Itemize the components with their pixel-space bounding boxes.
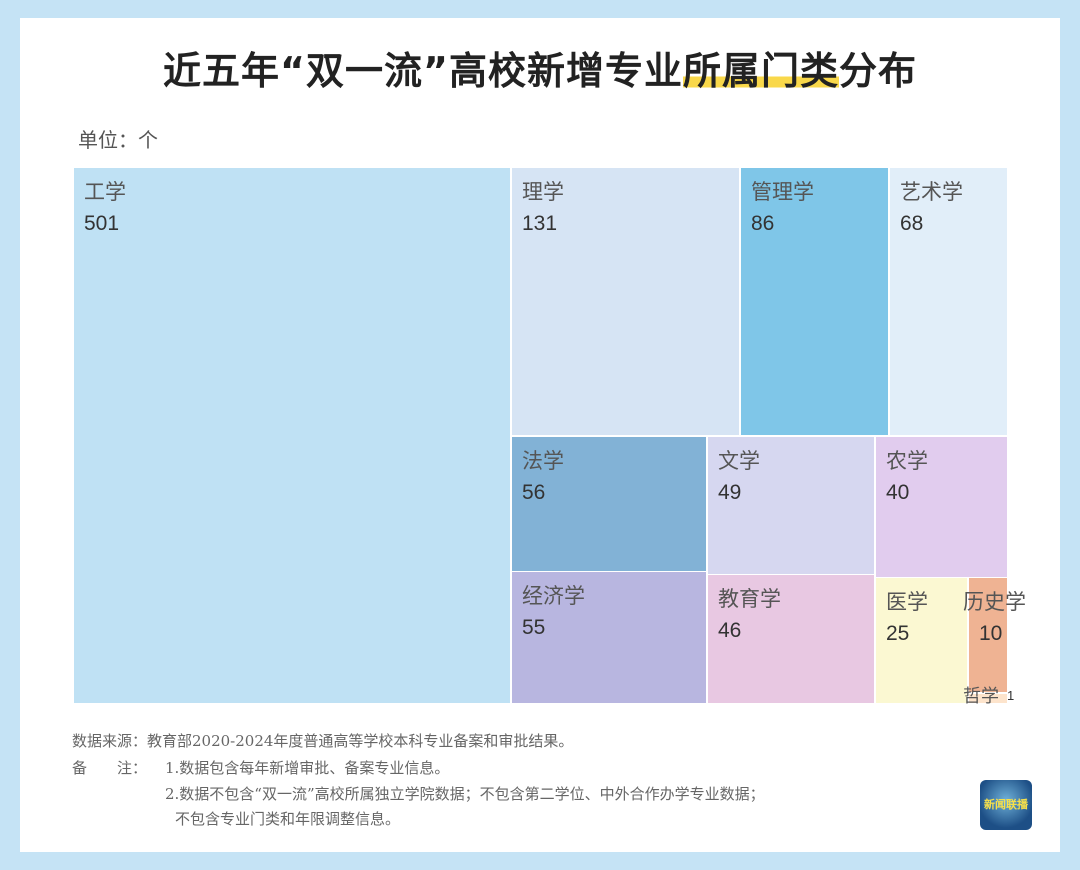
title-text: 近五年“双一流”高校新增专业	[163, 49, 683, 93]
cell-value: 55	[522, 616, 546, 639]
cell-value: 501	[84, 212, 120, 235]
cell-label: 经济学	[522, 584, 585, 608]
note-1: 1.数据包含每年新增审批、备案专业信息。	[165, 759, 450, 777]
xinwen-lianbo-logo: 新闻联播	[980, 780, 1032, 830]
cell-label: 哲学	[963, 686, 999, 707]
cell-value: 49	[718, 481, 742, 504]
unit-label: 单位：个	[78, 128, 158, 152]
treemap-cell-2: 管理学 86	[740, 167, 889, 436]
cell-label: 法学	[522, 449, 564, 473]
cell-value: 131	[522, 212, 558, 235]
cell-label: 艺术学	[900, 180, 963, 204]
treemap-cell-6: 文学 49	[707, 436, 875, 575]
remark-label: 备 注：	[72, 759, 148, 777]
cell-label: 历史学	[963, 590, 1026, 614]
cell-value: 86	[751, 212, 775, 235]
treemap-cell-10: 历史学 10	[963, 577, 1026, 693]
title-text-end: 分布	[838, 49, 917, 93]
cell-value: 40	[886, 481, 910, 504]
treemap-cell-0: 工学 501	[73, 167, 511, 704]
cell-value: 10	[979, 622, 1003, 645]
treemap-cell-3: 艺术学 68	[889, 167, 1008, 436]
treemap-cell-11: 哲学 1	[963, 686, 1014, 707]
treemap-cell-1: 理学 131	[511, 167, 740, 436]
note-3: 不包含专业门类和年限调整信息。	[175, 810, 401, 828]
source-note: 数据来源：教育部2020-2024年度普通高等学校本科专业备案和审批结果。	[72, 732, 574, 750]
cell-value: 25	[886, 622, 910, 645]
cell-label: 理学	[522, 180, 564, 204]
cell-label: 农学	[886, 449, 928, 473]
title-highlight: 所属门类	[682, 49, 839, 93]
treemap-cell-9: 医学 25	[875, 577, 968, 704]
treemap-cell-5: 经济学 55	[511, 571, 707, 704]
cell-label: 管理学	[751, 180, 814, 204]
cell-value: 56	[522, 481, 546, 504]
cell-label: 教育学	[718, 587, 781, 611]
note-2: 2.数据不包含“双一流”高校所属独立学院数据；不包含第二学位、中外合作办学专业数…	[165, 785, 765, 803]
cell-label: 工学	[84, 180, 126, 204]
cell-value: 46	[718, 619, 742, 642]
cell-label: 文学	[718, 449, 760, 473]
treemap-cell-7: 教育学 46	[707, 574, 875, 704]
chart-title: 近五年“双一流”高校新增专业所属门类分布	[0, 40, 1080, 95]
cell-value: 68	[900, 212, 924, 235]
treemap-cell-8: 农学 40	[875, 436, 1008, 578]
cell-label: 医学	[886, 590, 928, 614]
treemap-cell-4: 法学 56	[511, 436, 707, 572]
cell-value: 1	[1007, 688, 1015, 703]
